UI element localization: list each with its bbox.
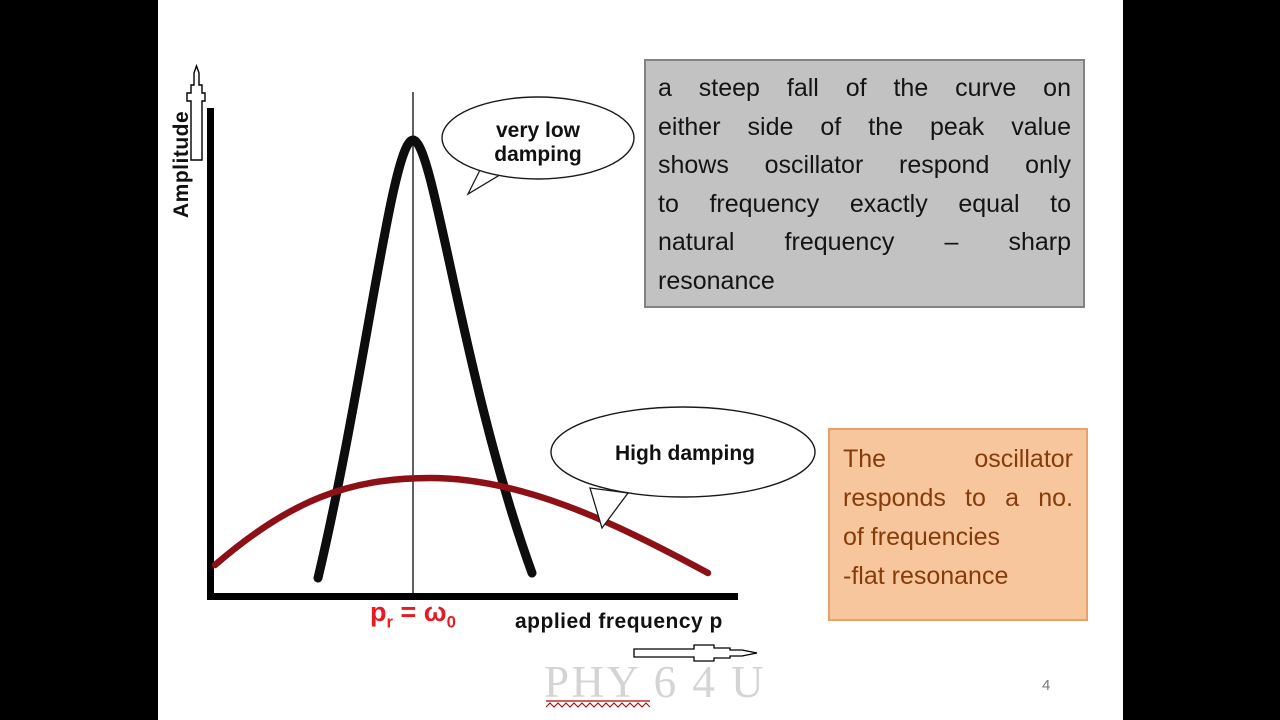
watermark: PHY 6 4 U xyxy=(544,657,767,707)
high-damping-label: High damping xyxy=(615,442,755,465)
sharp-resonance-curve xyxy=(313,135,537,583)
slide: very low damping High damping Amplitude … xyxy=(158,0,1123,720)
flat-resonance-curve xyxy=(211,474,712,577)
watermark-underline-squiggle xyxy=(546,700,651,708)
x-axis-label: applied frequency p xyxy=(515,610,723,633)
very-low-damping-label-line1: very low xyxy=(496,119,581,142)
x-axis-arrow-icon xyxy=(633,644,758,662)
sharp-resonance-note: a steep fall of the curve on either side… xyxy=(644,59,1085,308)
letterbox-left xyxy=(0,0,158,720)
resonance-graph: very low damping High damping xyxy=(186,63,816,662)
note-line: -flat resonance xyxy=(843,562,1009,590)
note-line: resonance xyxy=(658,266,775,295)
letterbox-right xyxy=(1123,0,1280,720)
flat-resonance-note: The oscillator responds to a no. of freq… xyxy=(828,428,1088,621)
very-low-damping-label-line2: damping xyxy=(494,143,582,166)
page-number: 4 xyxy=(1042,677,1051,694)
high-damping-bubble-tail xyxy=(589,487,630,530)
note-line: of frequencies xyxy=(843,523,1001,551)
note-line: to frequency exactly equal to xyxy=(658,189,1071,218)
note-line: shows oscillator respond only xyxy=(658,151,1071,179)
resonance-label-p: p xyxy=(370,597,387,627)
note-line: responds to a no. xyxy=(843,484,1073,512)
note-line: The oscillator xyxy=(843,445,1073,473)
high-damping-bubble xyxy=(550,406,816,498)
resonance-label-sub-r: r xyxy=(386,612,394,632)
note-line: a steep fall of the curve on xyxy=(658,74,1071,102)
y-axis-label: Amplitude xyxy=(170,110,193,218)
resonance-frequency-label: pr = ω0 xyxy=(370,597,456,632)
y-axis-arrow-icon xyxy=(186,63,206,161)
note-line: natural frequency – sharp xyxy=(658,228,1071,256)
resonance-label-sub-zero: 0 xyxy=(446,612,456,632)
very-low-damping-bubble xyxy=(441,96,635,180)
note-line: either side of the peak value xyxy=(658,112,1071,141)
resonance-label-equals-omega: = ω xyxy=(393,597,447,627)
